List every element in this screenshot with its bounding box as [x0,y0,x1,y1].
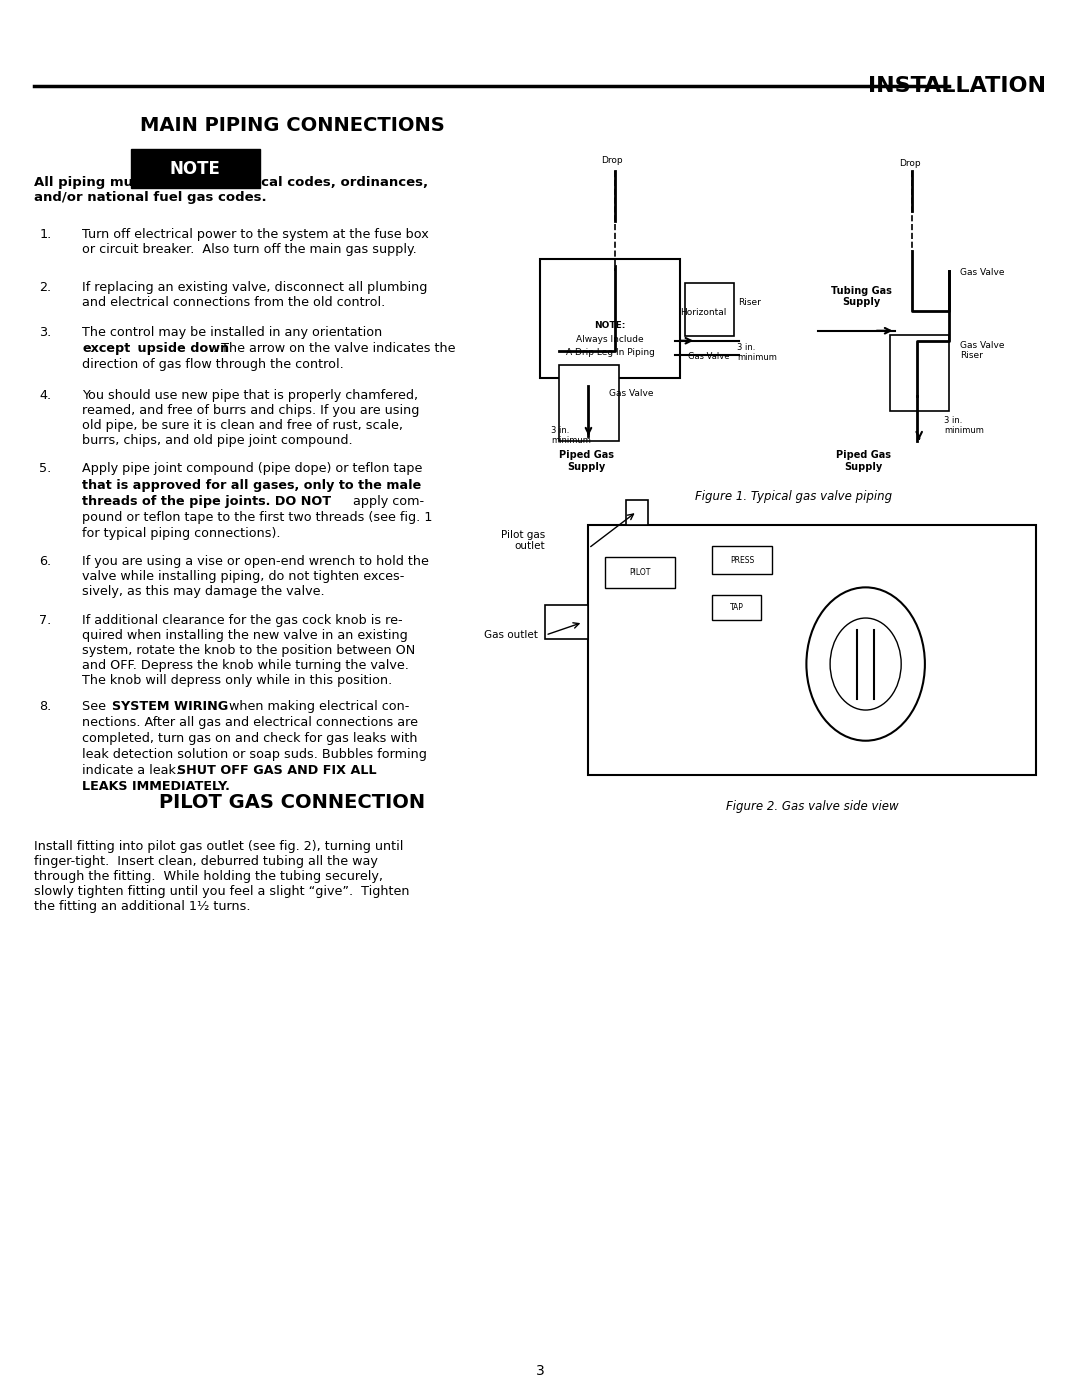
Circle shape [831,617,901,710]
Bar [545,605,589,638]
Bar [626,500,648,525]
Text: pound or teflon tape to the first two threads (see fig. 1: pound or teflon tape to the first two th… [82,510,433,524]
Text: 8.: 8. [39,700,52,712]
Text: apply com-: apply com- [349,495,424,507]
Text: completed, turn gas on and check for gas leaks with: completed, turn gas on and check for gas… [82,732,418,745]
Circle shape [807,587,924,740]
Text: Tubing Gas
Supply: Tubing Gas Supply [831,286,891,307]
Bar [589,525,1036,775]
Text: SYSTEM WIRING: SYSTEM WIRING [112,700,229,712]
Text: indicate a leak.: indicate a leak. [82,764,188,777]
Text: If replacing an existing valve, disconnect all plumbing
and electrical connectio: If replacing an existing valve, disconne… [82,281,428,309]
Text: MAIN PIPING CONNECTIONS: MAIN PIPING CONNECTIONS [140,116,445,136]
Text: Drop: Drop [899,159,920,168]
Text: for typical piping connections).: for typical piping connections). [82,527,281,539]
Text: . The arrow on the valve indicates the: . The arrow on the valve indicates the [213,342,455,355]
Text: upside down: upside down [133,342,229,355]
Text: when making electrical con-: when making electrical con- [226,700,409,712]
Text: 5.: 5. [39,462,52,475]
Text: PILOT GAS CONNECTION: PILOT GAS CONNECTION [159,793,426,812]
Text: nections. After all gas and electrical connections are: nections. After all gas and electrical c… [82,717,418,729]
Text: PRESS: PRESS [730,556,754,564]
Text: Always Include: Always Include [577,335,644,344]
Text: 7.: 7. [39,615,52,627]
Text: Pilot gas
outlet: Pilot gas outlet [501,529,545,550]
Text: 6.: 6. [39,555,51,569]
Bar [890,335,949,412]
Text: leak detection solution or soap suds. Bubbles forming: leak detection solution or soap suds. Bu… [82,749,427,761]
Text: that is approved for all gases, only to the male: that is approved for all gases, only to … [82,479,421,492]
Text: Figure 1. Typical gas valve piping: Figure 1. Typical gas valve piping [694,490,892,503]
Text: Figure 2. Gas valve side view: Figure 2. Gas valve side view [726,800,899,813]
Text: 3 in.
minimum: 3 in. minimum [738,342,777,362]
Text: 3 in.
minimum: 3 in. minimum [551,426,591,444]
Text: Gas Valve: Gas Valve [688,352,730,362]
Text: INSTALLATION: INSTALLATION [868,77,1047,96]
Text: Horizontal: Horizontal [680,307,727,317]
Text: except: except [82,342,131,355]
Text: All piping must comply with local codes, ordinances,
and/or national fuel gas co: All piping must comply with local codes,… [33,176,428,204]
Bar [605,557,675,588]
Text: If additional clearance for the gas cock knob is re-
quired when installing the : If additional clearance for the gas cock… [82,615,416,687]
Text: 3: 3 [536,1363,544,1377]
Text: Gas Valve: Gas Valve [609,388,653,398]
Text: A Drip Leg In Piping: A Drip Leg In Piping [566,348,654,356]
Text: 4.: 4. [39,388,51,401]
Text: direction of gas flow through the control.: direction of gas flow through the contro… [82,358,343,370]
Bar [686,282,734,335]
Text: If you are using a vise or open-end wrench to hold the
valve while installing pi: If you are using a vise or open-end wren… [82,555,429,598]
Text: See: See [82,700,110,712]
Bar [713,546,771,574]
Text: NOTE:: NOTE: [594,321,625,330]
Text: NOTE: NOTE [170,159,220,177]
Text: 2.: 2. [39,281,51,293]
Text: 3 in.
minimum: 3 in. minimum [944,415,984,434]
Text: Gas Valve: Gas Valve [960,268,1004,277]
Text: Gas outlet: Gas outlet [484,630,538,640]
Text: TAP: TAP [730,604,743,612]
Text: Drop: Drop [602,156,623,165]
Text: Turn off electrical power to the system at the fuse box
or circuit breaker.  Als: Turn off electrical power to the system … [82,228,429,256]
Bar [713,595,760,620]
Text: SHUT OFF GAS AND FIX ALL: SHUT OFF GAS AND FIX ALL [177,764,377,777]
FancyBboxPatch shape [131,149,260,189]
Text: threads of the pipe joints. DO NOT: threads of the pipe joints. DO NOT [82,495,332,507]
Text: PILOT: PILOT [629,569,650,577]
Text: 3.: 3. [39,326,52,338]
FancyBboxPatch shape [540,258,680,377]
Text: The control may be installed in any orientation: The control may be installed in any orie… [82,326,387,338]
Text: Install fitting into pilot gas outlet (see fig. 2), turning until
finger-tight. : Install fitting into pilot gas outlet (s… [33,840,409,912]
Text: Piped Gas
Supply: Piped Gas Supply [836,450,891,472]
Text: 1.: 1. [39,228,52,240]
Text: You should use new pipe that is properly chamfered,
reamed, and free of burrs an: You should use new pipe that is properly… [82,388,419,447]
Text: Gas Valve
Riser: Gas Valve Riser [960,341,1004,360]
Text: Apply pipe joint compound (pipe dope) or teflon tape: Apply pipe joint compound (pipe dope) or… [82,462,422,475]
Text: Riser: Riser [739,298,761,307]
Bar [559,365,619,441]
Text: Piped Gas
Supply: Piped Gas Supply [558,450,613,472]
Text: LEAKS IMMEDIATELY.: LEAKS IMMEDIATELY. [82,780,230,793]
